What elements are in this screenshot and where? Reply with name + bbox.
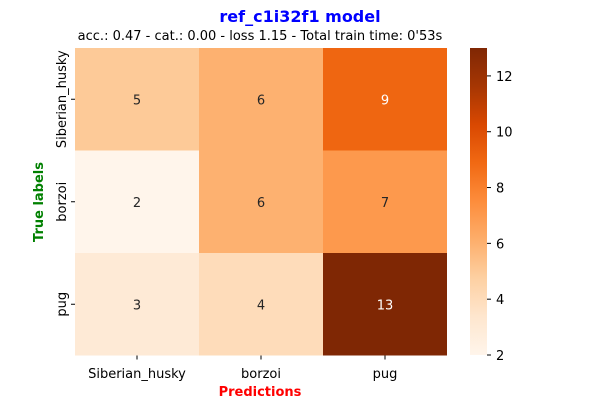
heatmap-grid: 5 6 9 2 6 7 3 4 13 (75, 48, 447, 356)
cell-value-label: 4 (257, 298, 265, 313)
x-tick-label: Siberian_husky (88, 367, 186, 382)
heatmap-cell (323, 48, 447, 151)
chart-title: ref_c1i32f1 model (219, 7, 380, 26)
heatmap-cell (323, 150, 447, 253)
heatmap-cell (199, 48, 323, 151)
colorbar-tick-label: 12 (496, 70, 513, 85)
cell-value-label: 6 (257, 196, 265, 211)
heatmap-cell (199, 253, 323, 356)
chart-subtitle: acc.: 0.47 - cat.: 0.00 - loss 1.15 - To… (78, 29, 443, 44)
colorbar-tick-label: 8 (496, 182, 504, 197)
colorbar-tick-label: 10 (496, 126, 513, 141)
x-tick-labels: Siberian_husky borzoi pug (88, 355, 398, 382)
y-tick-label: Siberian_husky (55, 50, 70, 148)
heatmap-cell (75, 253, 199, 356)
cell-value-label: 5 (133, 93, 141, 108)
colorbar-tick-label: 4 (496, 293, 504, 308)
y-tick-label: pug (55, 292, 70, 317)
y-axis-label: True labels (32, 162, 47, 242)
cell-value-label: 13 (377, 298, 394, 313)
cell-value-label: 7 (381, 196, 389, 211)
cell-value-label: 2 (133, 196, 141, 211)
colorbar-ticks: 2 4 6 8 10 12 (487, 70, 513, 364)
x-tick-label: borzoi (241, 367, 281, 382)
cell-value-label: 6 (257, 93, 265, 108)
colorbar (470, 48, 487, 355)
colorbar-tick-label: 6 (496, 237, 504, 252)
heatmap-cell (75, 150, 199, 253)
colorbar-tick-label: 2 (496, 349, 504, 364)
heatmap-cell (75, 48, 199, 151)
cell-value-label: 3 (133, 298, 141, 313)
cell-value-label: 9 (381, 93, 389, 108)
x-tick-label: pug (373, 367, 398, 382)
x-axis-label: Predictions (219, 385, 302, 400)
heatmap-cell (323, 253, 447, 356)
heatmap-cell (199, 150, 323, 253)
y-tick-label: borzoi (55, 182, 70, 222)
